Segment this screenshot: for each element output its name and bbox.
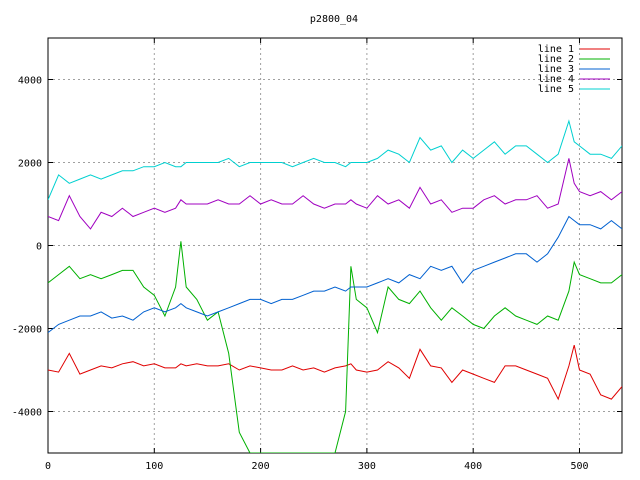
y-tick-label: 0 [36,242,42,253]
series-line-4 [48,158,622,230]
series-line-1 [48,344,622,401]
series-layer [48,119,622,453]
y-tick-label: -2000 [12,325,42,336]
y-tick-label: -4000 [12,408,42,419]
series-line-2 [48,241,622,453]
legend-label-5: line 5 [538,84,574,95]
x-tick-label: 100 [145,461,163,472]
legend-label-1: line 1 [538,44,574,55]
y-tick-label: 2000 [18,159,42,170]
grid-layer [48,38,622,453]
x-tick-label: 400 [464,461,482,472]
y-tick-label: 4000 [18,76,42,87]
x-tick-label: 500 [570,461,588,472]
x-tick-label: 300 [358,461,376,472]
legend-label-2: line 2 [538,54,574,65]
series-line-5 [48,119,622,200]
x-tick-label: 0 [45,461,51,472]
chart-title: p2800_04 [310,14,358,25]
legend-label-4: line 4 [538,74,574,85]
x-tick-label: 200 [252,461,270,472]
series-line-3 [48,215,622,333]
legend-label-3: line 3 [538,64,574,75]
axis-layer: 0 100 200 300 400 500 -4000 -2000 0 2000 4000 [12,37,623,472]
